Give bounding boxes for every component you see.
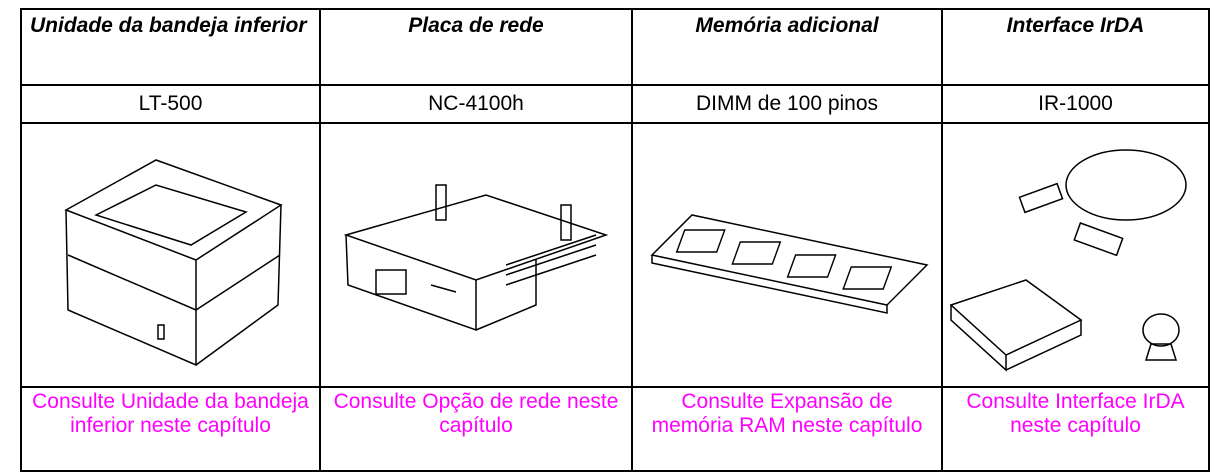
tray-illustration [63,159,283,367]
model-cell: IR-1000 [941,84,1210,124]
reference-link[interactable]: Consulte Opção de rede neste capítulo [319,386,633,472]
network-card-illustration [343,184,609,332]
page: Unidade da bandeja inferior Placa de red… [20,8,1210,472]
dimm-illustration [650,214,929,314]
model-cell: NC-4100h [319,84,633,124]
header-cell: Memória adicional [631,8,943,86]
image-cell [631,122,943,388]
reference-link[interactable]: Consulte Unidade da bandeja inferior nes… [20,386,321,472]
header-cell: Interface IrDA [941,8,1210,86]
image-cell [20,122,321,388]
reference-link[interactable]: Consulte Expansão de memória RAM neste c… [631,386,943,472]
model-cell: DIMM de 100 pinos [631,84,943,124]
link-row: Consulte Unidade da bandeja inferior nes… [20,386,1210,472]
header-cell: Unidade da bandeja inferior [20,8,321,86]
options-table: Unidade da bandeja inferior Placa de red… [20,8,1210,472]
reference-link[interactable]: Consulte Interface IrDA neste capítulo [941,386,1210,472]
image-row [20,122,1210,388]
irda-illustration [949,149,1187,372]
model-cell: LT-500 [20,84,321,124]
model-row: LT-500 NC-4100h DIMM de 100 pinos IR-100… [20,84,1210,124]
header-row: Unidade da bandeja inferior Placa de red… [20,8,1210,86]
image-cell [319,122,633,388]
header-cell: Placa de rede [319,8,633,86]
image-cell [941,122,1210,388]
